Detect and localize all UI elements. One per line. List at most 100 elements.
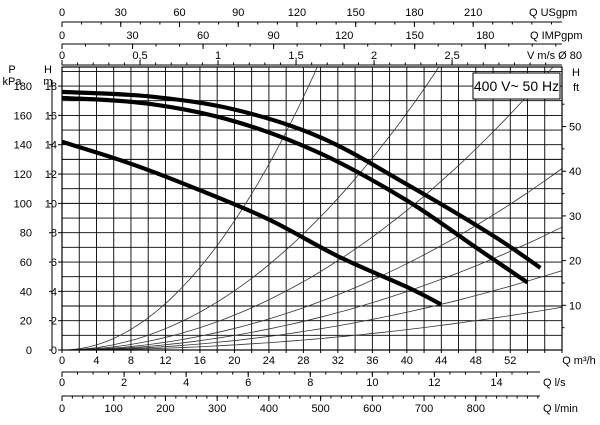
ls-axis-tick-label: 10: [366, 377, 378, 389]
flow-m3h-tick-label: 8: [128, 355, 134, 367]
ls-axis-tick-label: 12: [428, 377, 440, 389]
head-ft-tick-label: 50: [569, 122, 581, 134]
head-m-axis-label-unit: m: [43, 76, 52, 88]
usgpm-axis-tick-label: 90: [232, 7, 244, 19]
lmin-axis-tick-label: 200: [156, 403, 174, 415]
flow-m3h-tick-label: 16: [194, 355, 206, 367]
usgpm-axis-tick-label: 60: [173, 7, 185, 19]
system-curve-2: [61, 66, 440, 351]
usgpm-axis-tick-label: 0: [59, 7, 65, 19]
lmin-axis-tick-label: 0: [59, 403, 65, 415]
lmin-axis-tick-label: 700: [415, 403, 433, 415]
legend-box: 400 V~ 50 Hz: [472, 72, 561, 100]
legend-box-frame: [472, 72, 561, 100]
head-m-tick-label: 12: [45, 169, 57, 181]
impgpm-axis-tick-label: 90: [268, 30, 280, 42]
velocity-axis-tick-label: 0: [59, 50, 65, 62]
axes: 002204406608801010012120141401616018180P…: [3, 7, 596, 415]
kpa-tick-label: 0: [26, 345, 32, 357]
head-m-tick-label: 4: [51, 286, 57, 298]
performance-curve-1: [61, 89, 542, 270]
system-curve-4: [61, 168, 563, 351]
system-curves: [61, 66, 563, 351]
head-ft-tick-label: 10: [569, 300, 581, 312]
usgpm-axis-axis-label: Q USgpm: [529, 7, 577, 19]
velocity-axis-tick-label: 1: [215, 50, 221, 62]
flow-m3h-tick-label: 24: [263, 355, 275, 367]
impgpm-axis-tick-label: 120: [335, 30, 353, 42]
impgpm-axis-tick-label: 0: [59, 30, 65, 42]
velocity-axis-tick-label: 2,5: [444, 50, 459, 62]
flow-m3h-tick-label: 32: [332, 355, 344, 367]
impgpm-axis-tick-label: 180: [476, 30, 494, 42]
lmin-axis-tick-label: 800: [467, 403, 485, 415]
ls-axis-axis-label: Q l/s: [543, 377, 566, 389]
head-ft-axis-label-unit: ft: [573, 82, 579, 94]
ls-axis-tick-label: 14: [490, 377, 502, 389]
impgpm-axis-tick-label: 60: [197, 30, 209, 42]
head-ft-tick-label: 40: [569, 166, 581, 178]
flow-m3h-tick-label: 52: [504, 355, 516, 367]
lmin-axis-tick-label: 600: [363, 403, 381, 415]
head-ft-axis-label-symbol: H: [572, 67, 580, 79]
head-m-tick-label: 10: [45, 198, 57, 210]
head-ft-tick-label: 20: [569, 256, 581, 268]
lmin-axis-tick-label: 300: [208, 403, 226, 415]
flow-m3h-tick-label: 20: [228, 355, 240, 367]
system-curve-5: [62, 226, 563, 351]
head-m-tick-label: 18: [45, 81, 57, 93]
plot-area-frame: [61, 66, 563, 351]
head-m-tick-label: 8: [51, 228, 57, 240]
lmin-axis-tick-label: 100: [105, 403, 123, 415]
kpa-axis-label-unit: kPa: [3, 76, 23, 88]
flow-m3h-axis-label: Q m³/h: [562, 355, 596, 367]
kpa-tick-label: 140: [14, 140, 32, 152]
flow-m3h-tick-label: 12: [159, 355, 171, 367]
system-curve-3: [61, 66, 554, 351]
flow-m3h-tick-label: 48: [470, 355, 482, 367]
kpa-tick-label: 100: [14, 198, 32, 210]
ls-axis-tick-label: 4: [183, 377, 189, 389]
impgpm-axis-axis-label: Q IMPgpm: [530, 30, 583, 42]
ls-axis-tick-label: 6: [245, 377, 251, 389]
kpa-tick-label: 120: [14, 169, 32, 181]
ls-axis-tick-label: 0: [59, 377, 65, 389]
kpa-tick-label: 180: [14, 81, 32, 93]
head-m-tick-label: 16: [45, 110, 57, 122]
impgpm-axis-tick-label: 30: [126, 30, 138, 42]
performance-curve-3: [61, 139, 443, 307]
impgpm-axis-tick-label: 150: [406, 30, 424, 42]
velocity-axis-tick-label: 0,5: [132, 50, 147, 62]
flow-m3h-tick-label: 0: [59, 355, 65, 367]
head-m-axis-label-symbol: H: [44, 64, 52, 76]
flow-m3h-tick-label: 40: [401, 355, 413, 367]
usgpm-axis-tick-label: 120: [288, 7, 306, 19]
performance-curves: [61, 89, 542, 307]
head-m-tick-label: 2: [51, 316, 57, 328]
performance-curve-2: [61, 95, 529, 285]
lmin-axis-tick-label: 500: [311, 403, 329, 415]
flow-m3h-tick-label: 28: [297, 355, 309, 367]
system-curve-6: [62, 270, 563, 351]
kpa-tick-label: 60: [20, 257, 32, 269]
velocity-axis-axis-label: V m/s Ø 80: [527, 50, 582, 62]
kpa-tick-label: 20: [20, 316, 32, 328]
flow-m3h-tick-label: 4: [93, 355, 99, 367]
flow-m3h-tick-label: 44: [435, 355, 447, 367]
ls-axis-tick-label: 2: [121, 377, 127, 389]
head-m-tick-label: 6: [51, 257, 57, 269]
lmin-axis-axis-label: Q l/min: [543, 403, 578, 415]
usgpm-axis-tick-label: 150: [347, 7, 365, 19]
system-curve-7: [62, 306, 563, 351]
system-curve-1: [61, 66, 318, 351]
head-m-tick-label: 14: [45, 140, 57, 152]
kpa-axis-label-symbol: P: [8, 64, 15, 76]
usgpm-axis-tick-label: 30: [115, 7, 127, 19]
legend-box-label: 400 V~ 50 Hz: [474, 78, 559, 94]
ls-axis-tick-label: 8: [307, 377, 313, 389]
kpa-tick-label: 80: [20, 228, 32, 240]
head-m-tick-label: 0: [51, 345, 57, 357]
flow-m3h-tick-label: 36: [366, 355, 378, 367]
